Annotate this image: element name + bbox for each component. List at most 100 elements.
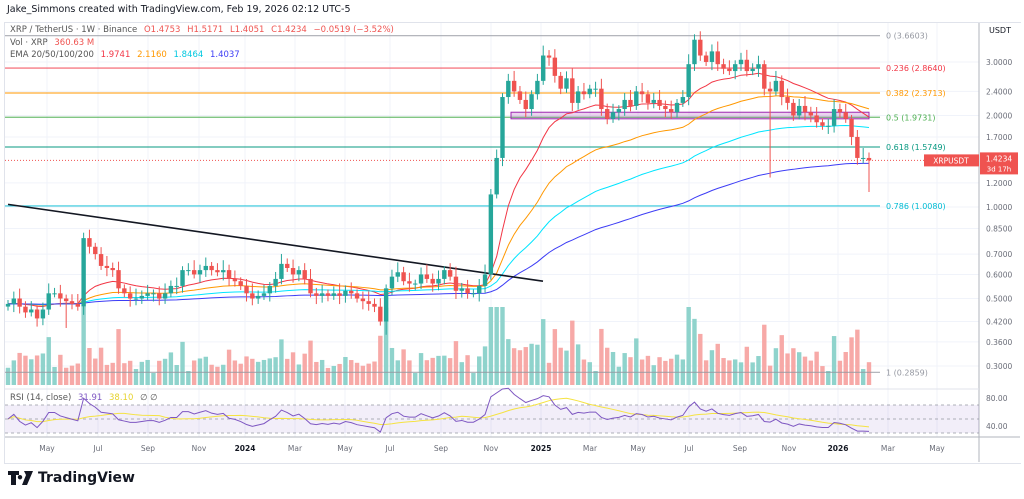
volume-bar [244, 356, 249, 385]
volume-bar [413, 373, 418, 385]
candle [372, 298, 377, 313]
candle [831, 99, 837, 133]
candle-body [209, 265, 214, 271]
time-tick-label: Nov [192, 444, 207, 453]
volume-bar [471, 373, 476, 385]
candle [75, 293, 81, 311]
volume-bar [255, 361, 261, 385]
candle [744, 49, 750, 77]
volume-bar [221, 364, 226, 385]
candle [820, 118, 825, 130]
candle [535, 73, 540, 100]
candle-body [866, 157, 872, 161]
price-tick-label: 0.6000 [986, 270, 1012, 279]
rsi-tick-label: 40.00 [986, 422, 1008, 431]
ohlc-low: L1.4051 [229, 25, 265, 35]
candle-body [575, 91, 581, 103]
candle [686, 54, 691, 106]
candle [221, 260, 226, 281]
candle-body [826, 125, 831, 127]
rsi-value: 31.91 [77, 393, 103, 403]
candle [93, 242, 98, 260]
volume-bar [296, 364, 302, 385]
candle-body [808, 112, 814, 116]
candle [808, 106, 814, 123]
candle-body [180, 270, 185, 286]
ema200-value: 1.4037 [209, 50, 240, 60]
volume-bar [215, 366, 220, 385]
volume-bar [168, 352, 174, 385]
volume-bar [273, 357, 278, 385]
volume-bar [715, 343, 720, 385]
volume-bar [81, 307, 86, 385]
candle-body [389, 276, 395, 289]
candle [11, 291, 17, 313]
candle-body [110, 268, 115, 271]
candle-body [122, 288, 127, 294]
time-tick-label: May [630, 444, 646, 453]
candle [785, 88, 790, 110]
candle-body [738, 59, 744, 65]
symbol-name[interactable]: XRP / TetherUS · 1W · Binance [10, 25, 138, 35]
ohlc-close: C1.4234 [271, 25, 307, 35]
candle [616, 105, 622, 121]
candle [459, 282, 464, 298]
volume-bar [360, 365, 366, 385]
candle-body [820, 122, 825, 126]
volume-bar [593, 371, 598, 385]
volume-bar [494, 307, 499, 385]
candle [482, 264, 488, 293]
last-price-tag [980, 152, 1018, 175]
candle-body [395, 272, 400, 277]
candle [413, 279, 418, 291]
candle [639, 82, 645, 103]
volume-label[interactable]: Vol · XRP [10, 38, 48, 48]
volume-bar [674, 354, 680, 385]
candle [814, 107, 819, 128]
support-zone [510, 111, 870, 120]
last-price-label: 1.4234 [986, 154, 1012, 163]
candle [622, 92, 627, 116]
volume-bar [453, 341, 459, 385]
ema-legend: EMA 20/50/100/200 1.9741 2.1160 1.8464 1… [10, 50, 244, 60]
candle [703, 51, 709, 66]
candle-body [168, 285, 174, 294]
candle-body [58, 293, 63, 299]
volume-bar [826, 371, 831, 385]
candle [58, 284, 63, 307]
ema200-line [7, 162, 870, 305]
currency-label[interactable]: USDT [989, 26, 1011, 35]
candle [110, 262, 115, 277]
candle-body [657, 99, 662, 106]
volume-bar [610, 351, 616, 385]
volume-bar [98, 347, 104, 385]
candle-body [34, 309, 40, 319]
ema-label[interactable]: EMA 20/50/100/200 [10, 50, 94, 60]
volume-bar [831, 336, 837, 385]
price-tick-label: 2.0000 [986, 111, 1012, 120]
volume-bar [290, 352, 296, 385]
tradingview-logo[interactable]: TradingView [8, 470, 135, 486]
time-tick-label: May [337, 444, 353, 453]
rsi-label[interactable]: RSI (14, close) [10, 393, 72, 403]
price-tick-label: 2.4000 [986, 87, 1012, 96]
time-tick-label: Nov [782, 444, 797, 453]
volume-bar [849, 337, 854, 385]
candle [657, 90, 662, 110]
candle-body [546, 55, 552, 58]
candle-body [17, 298, 22, 307]
candle [395, 262, 400, 283]
volume-bar [267, 358, 272, 385]
candle [447, 263, 453, 281]
volume-bar [110, 362, 115, 385]
candle [517, 85, 523, 104]
volume-bar [116, 329, 121, 385]
fib-level-label: 1 (0.2859) [886, 368, 928, 377]
candle-body [465, 288, 470, 294]
volume-bar [343, 356, 348, 385]
candle [354, 289, 360, 303]
volume-bar [709, 350, 715, 385]
candle-body [715, 51, 720, 65]
time-tick-label: Jul [92, 444, 102, 453]
